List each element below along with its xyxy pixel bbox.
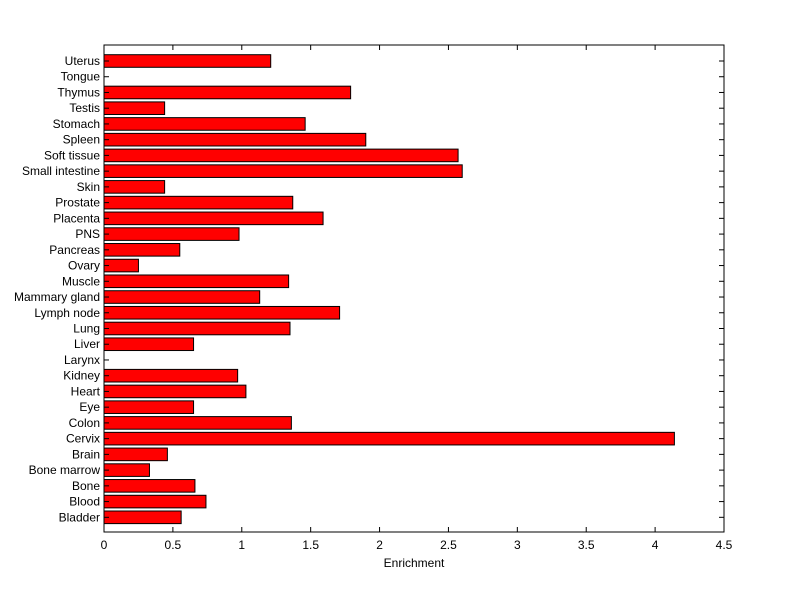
y-tick-label-pns: PNS xyxy=(75,227,100,241)
y-tick-label-mammary-gland: Mammary gland xyxy=(14,290,100,304)
y-tick-label-stomach: Stomach xyxy=(53,117,100,131)
y-tick-label-brain: Brain xyxy=(72,447,100,461)
y-tick-label-pancreas: Pancreas xyxy=(49,243,100,257)
x-tick-label-1: 0.5 xyxy=(165,538,182,552)
bar-lymph-node xyxy=(103,305,341,320)
bar-soft-tissue xyxy=(103,148,459,163)
y-tick-label-small-intestine: Small intestine xyxy=(22,164,100,178)
bar-testis xyxy=(103,101,166,116)
bar-liver xyxy=(103,337,195,352)
x-tick-label-0: 0 xyxy=(101,538,108,552)
y-tick-label-blood: Blood xyxy=(69,495,100,509)
y-tick-label-soft-tissue: Soft tissue xyxy=(44,148,100,162)
bar-stomach xyxy=(103,117,306,131)
bar-cervix xyxy=(103,431,675,446)
x-tick-label-2: 1 xyxy=(238,538,245,552)
bar-small-intestine xyxy=(103,164,463,178)
x-tick-label-9: 4.5 xyxy=(716,538,733,552)
plot-frame xyxy=(103,44,725,533)
y-tick-label-heart: Heart xyxy=(71,384,101,398)
bar-kidney xyxy=(103,368,239,383)
bar-pns xyxy=(103,227,240,241)
bar-colon xyxy=(103,416,292,430)
bar-mammary-gland xyxy=(103,290,261,304)
bar-bone-marrow xyxy=(103,463,150,477)
y-tick-label-testis: Testis xyxy=(69,101,100,115)
y-tick-label-colon: Colon xyxy=(69,416,100,430)
y-tick-label-lymph-node: Lymph node xyxy=(34,306,100,320)
y-tick-label-ovary: Ovary xyxy=(68,259,100,273)
bar-bladder xyxy=(103,510,182,525)
bar-heart xyxy=(103,384,247,399)
y-tick-label-thymus: Thymus xyxy=(57,85,100,99)
y-tick-label-uterus: Uterus xyxy=(65,54,100,68)
y-tick-label-tongue: Tongue xyxy=(61,70,101,84)
x-tick-label-3: 1.5 xyxy=(302,538,319,552)
bar-skin xyxy=(103,180,166,194)
bar-muscle xyxy=(103,274,290,289)
bar-spleen xyxy=(103,132,367,147)
y-tick-label-placenta: Placenta xyxy=(53,211,100,225)
bar-uterus xyxy=(103,54,272,68)
bar-placenta xyxy=(103,211,324,226)
y-tick-label-larynx: Larynx xyxy=(64,353,100,367)
bar-thymus xyxy=(103,85,352,100)
bar-lung xyxy=(103,321,291,336)
bar-ovary xyxy=(103,258,139,273)
y-tick-label-cervix: Cervix xyxy=(66,432,100,446)
bar-pancreas xyxy=(103,243,181,257)
y-tick-label-prostate: Prostate xyxy=(55,196,100,210)
y-tick-label-eye: Eye xyxy=(79,400,100,414)
x-tick-label-5: 2.5 xyxy=(440,538,457,552)
x-tick-label-4: 2 xyxy=(376,538,383,552)
bar-blood xyxy=(103,494,207,509)
y-tick-label-bladder: Bladder xyxy=(59,510,100,524)
bar-bone xyxy=(103,479,196,493)
y-tick-label-skin: Skin xyxy=(77,180,100,194)
y-tick-label-spleen: Spleen xyxy=(63,133,100,147)
y-tick-label-bone-marrow: Bone marrow xyxy=(29,463,101,477)
y-tick-label-kidney: Kidney xyxy=(63,369,100,383)
bar-prostate xyxy=(103,195,294,210)
x-tick-label-6: 3 xyxy=(514,538,521,552)
y-tick-label-muscle: Muscle xyxy=(62,274,100,288)
x-tick-label-7: 3.5 xyxy=(578,538,595,552)
y-tick-label-liver: Liver xyxy=(74,337,100,351)
y-tick-label-lung: Lung xyxy=(73,321,100,335)
y-tick-label-bone: Bone xyxy=(72,479,100,493)
x-tick-label-8: 4 xyxy=(652,538,659,552)
bar-eye xyxy=(103,400,195,414)
x-axis-title: Enrichment xyxy=(384,556,445,570)
bar-brain xyxy=(103,447,168,462)
